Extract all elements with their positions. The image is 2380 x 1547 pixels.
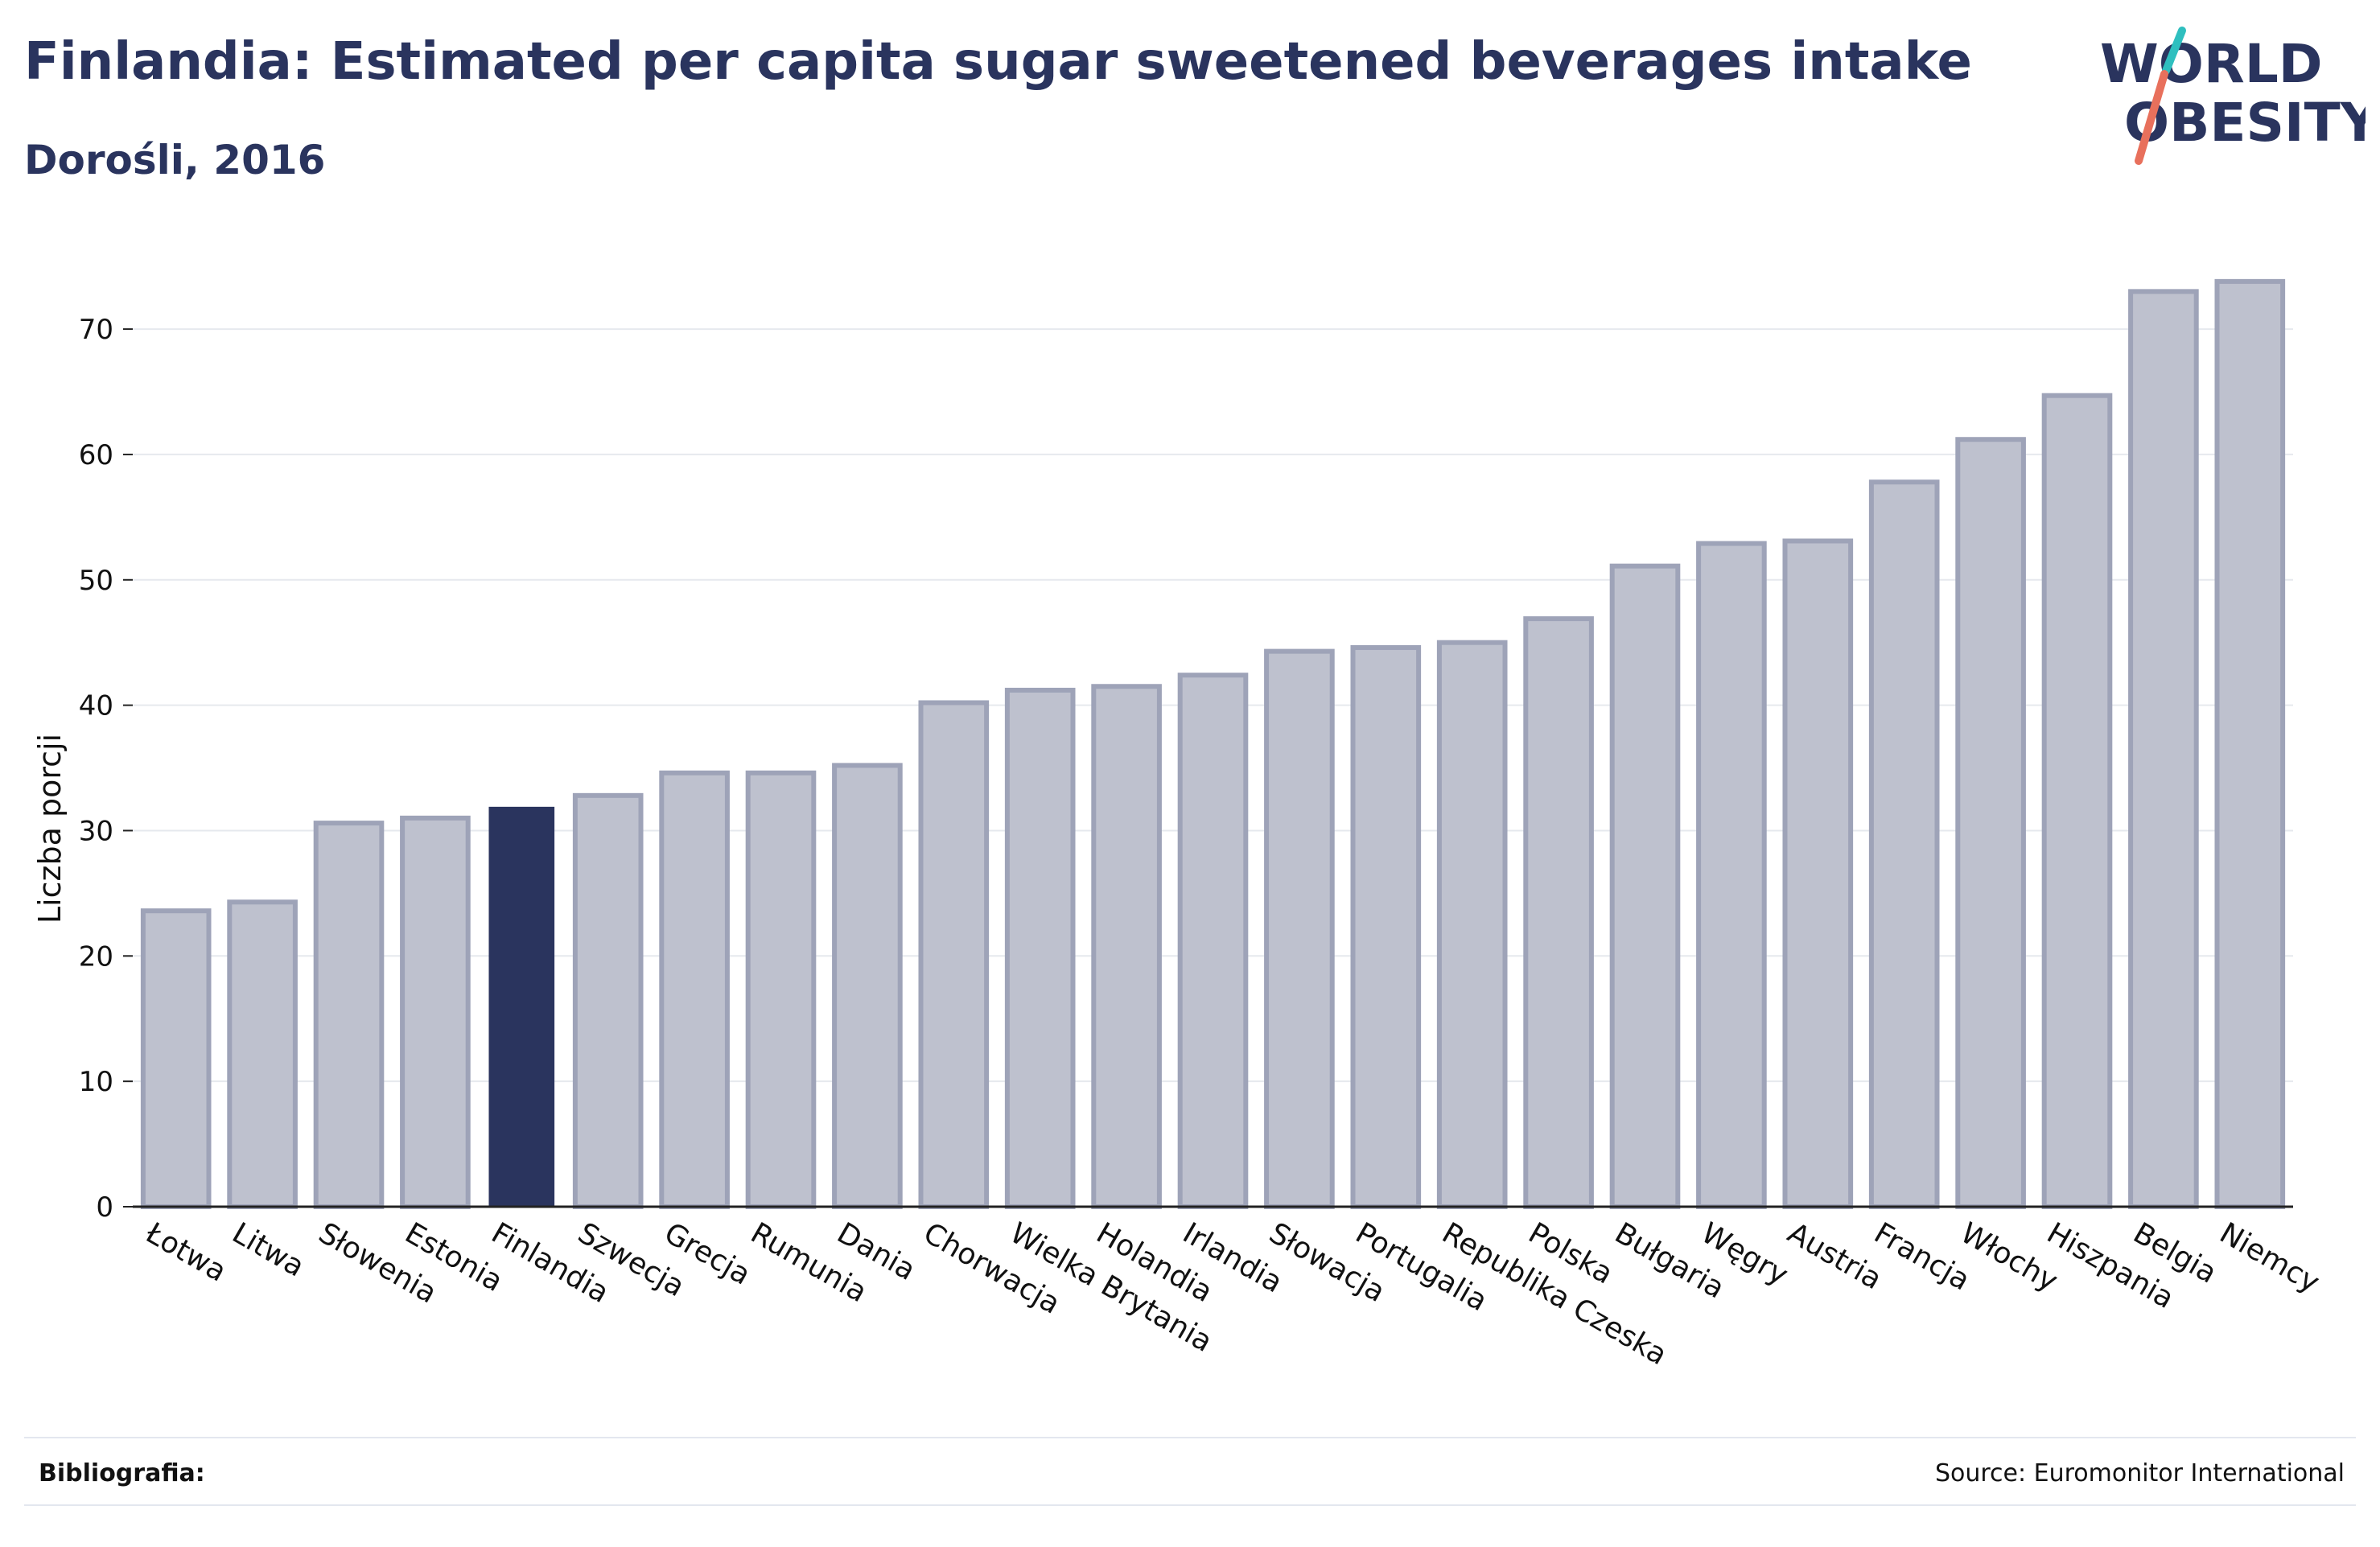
bar-łotwa [140, 908, 212, 1209]
bar-hiszpania [2041, 393, 2113, 1210]
y-tick-label: 60 [79, 439, 113, 471]
bar-słowacja [1264, 648, 1335, 1209]
bar-włochy [1955, 437, 2026, 1209]
bar-polska [1523, 616, 1594, 1209]
bar-bułgaria [1609, 563, 1681, 1209]
x-tick-label: Francja [1868, 1216, 1975, 1297]
logo-line2: OBESITY [2124, 92, 2366, 154]
y-tick-label: 70 [79, 314, 113, 346]
bar-niemcy [2214, 278, 2286, 1209]
bar-węgry [1696, 541, 1767, 1209]
bar-republika-czeska [1436, 640, 1508, 1209]
x-tick-label: Włochy [1955, 1216, 2064, 1298]
bar-słowenia [313, 821, 385, 1209]
bar-grecja [659, 770, 730, 1209]
bars [140, 278, 2286, 1210]
x-tick-label: Austria [1782, 1216, 1888, 1296]
y-tick-label: 20 [79, 940, 113, 973]
y-tick-label: 0 [96, 1191, 113, 1224]
bar-estonia [400, 815, 471, 1209]
y-tick-label: 10 [79, 1066, 113, 1098]
x-tick-label: Niemcy [2214, 1216, 2325, 1299]
chart-title: Finlandia: Estimated per capita sugar sw… [24, 32, 1972, 92]
y-tick-label: 30 [79, 815, 113, 847]
bar-holandia [1091, 684, 1162, 1209]
bar-portugalia [1350, 644, 1422, 1209]
footer-divider-top [24, 1437, 2356, 1438]
chart-subtitle: Dorośli, 2016 [24, 137, 326, 183]
y-axis-label: Liczba porcji [32, 734, 68, 924]
logo-line1: WORLD [2100, 33, 2323, 95]
bar-irlandia [1177, 673, 1249, 1209]
bar-chorwacja [918, 700, 990, 1209]
bar-rumunia [745, 770, 817, 1209]
bar-szwecja [572, 792, 644, 1209]
bar-wielka-brytania [1004, 687, 1076, 1209]
bar-francja [1868, 479, 1940, 1209]
x-tick-label: Litwa [227, 1216, 310, 1283]
bar-litwa [227, 899, 298, 1209]
bar-austria [1782, 538, 1854, 1209]
bibliography-label: Bibliografia: [39, 1459, 205, 1487]
x-tick-label: Łotwa [139, 1216, 232, 1289]
world-obesity-logo: WORLD OBESITY [2092, 24, 2380, 169]
y-tick-label: 50 [79, 565, 113, 597]
bar-finlandia [488, 806, 555, 1207]
footer-divider-bottom [24, 1504, 2356, 1506]
bar-dania [832, 763, 903, 1209]
source-note: Source: Euromonitor International [1934, 1459, 2345, 1487]
y-tick-label: 40 [79, 690, 113, 722]
bar-belgia [2128, 289, 2199, 1210]
